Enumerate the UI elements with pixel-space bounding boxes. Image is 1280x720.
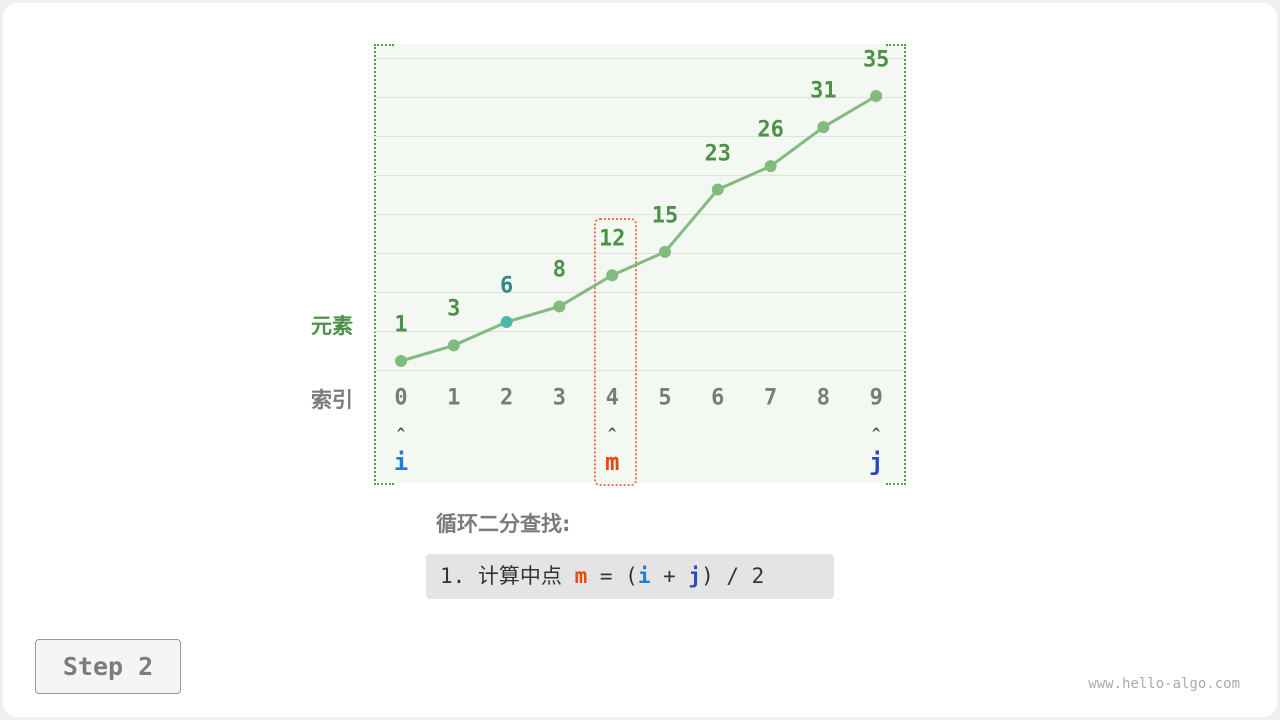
gridline xyxy=(374,175,906,176)
pointer-arrow-icon: ^ xyxy=(607,426,617,442)
point-2 xyxy=(500,316,513,329)
index-label: 0 xyxy=(394,385,408,411)
point-7 xyxy=(764,160,777,173)
index-label: 3 xyxy=(552,385,567,411)
gridline xyxy=(374,58,906,59)
pointer-arrow-icon: ^ xyxy=(871,426,881,442)
description-title: 循环二分查找: xyxy=(436,512,571,536)
index-label: 9 xyxy=(869,385,883,411)
point-8 xyxy=(817,121,830,134)
point-9 xyxy=(870,90,883,103)
watermark: www.hello-algo.com xyxy=(1088,676,1240,692)
code-mid: = ( xyxy=(587,564,638,588)
value-label: 8 xyxy=(552,257,567,283)
gridline xyxy=(374,292,906,293)
value-label: 35 xyxy=(862,47,890,73)
index-label: 2 xyxy=(499,385,514,411)
code-plus: + xyxy=(650,564,689,588)
pointer-m: m xyxy=(604,448,620,476)
point-4 xyxy=(606,269,619,282)
gridline xyxy=(374,331,906,332)
mid-highlight-box xyxy=(594,218,637,486)
index-label: 8 xyxy=(816,385,831,411)
index-label: 5 xyxy=(658,385,672,411)
pointer-arrow-icon: ^ xyxy=(396,426,406,442)
value-label: 15 xyxy=(651,203,679,229)
value-label: 26 xyxy=(757,117,784,143)
step-button[interactable]: Step 2 xyxy=(35,639,181,694)
point-1 xyxy=(447,339,460,352)
value-line xyxy=(400,94,877,363)
row-label-index: 索引 xyxy=(311,388,353,412)
code-prefix: 1. 计算中点 xyxy=(440,564,575,588)
value-label: 6 xyxy=(499,273,514,299)
code-line: 1. 计算中点 m = (i + j) / 2 xyxy=(426,554,834,599)
value-label: 3 xyxy=(447,296,461,322)
value-label: 31 xyxy=(810,78,837,104)
gridline xyxy=(374,214,906,215)
row-label-elements: 元素 xyxy=(311,314,353,338)
code-j: j xyxy=(688,564,702,588)
code-suffix: ) / 2 xyxy=(701,564,765,588)
bracket-top-left xyxy=(374,44,394,485)
bracket-top-right xyxy=(886,44,906,485)
point-0 xyxy=(395,355,407,367)
index-label: 1 xyxy=(447,385,461,411)
pointer-i: i xyxy=(393,448,409,476)
gridline xyxy=(374,136,906,137)
code-m: m xyxy=(574,564,588,588)
index-label: 7 xyxy=(763,385,778,411)
gridline xyxy=(374,97,906,98)
gridline xyxy=(374,370,906,371)
point-3 xyxy=(553,300,566,313)
index-label: 6 xyxy=(711,385,725,411)
value-label: 12 xyxy=(598,226,626,252)
value-label: 23 xyxy=(704,141,732,167)
point-5 xyxy=(659,245,671,258)
value-label: 1 xyxy=(394,312,408,338)
gridline xyxy=(374,253,906,254)
pointer-j: j xyxy=(868,448,884,476)
point-6 xyxy=(711,183,724,196)
code-i: i xyxy=(637,564,651,588)
index-label: 4 xyxy=(605,385,619,411)
